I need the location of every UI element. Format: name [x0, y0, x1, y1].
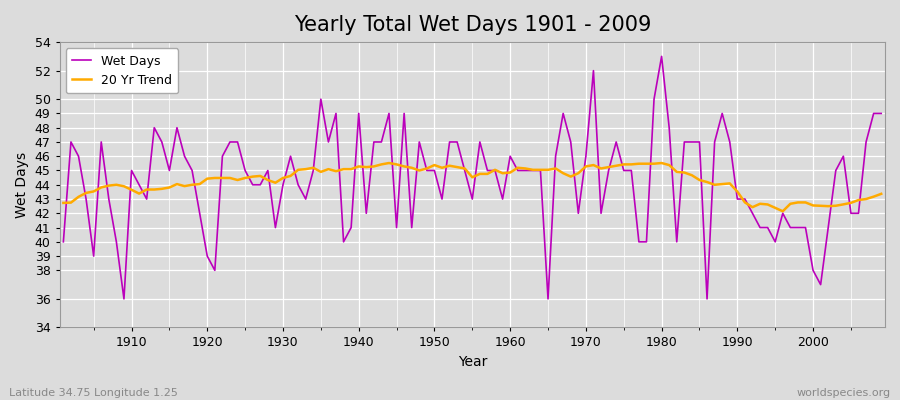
- Wet Days: [656, 54, 667, 59]
- 20 Yr Trend: [119, 184, 130, 189]
- Wet Days: [126, 168, 137, 173]
- Wet Days: [338, 240, 349, 244]
- 20 Yr Trend: [58, 200, 68, 205]
- Wet Days: [292, 182, 303, 187]
- 20 Yr Trend: [512, 165, 523, 170]
- Wet Days: [505, 154, 516, 159]
- Wet Days: [58, 240, 68, 244]
- 20 Yr Trend: [505, 170, 516, 175]
- 20 Yr Trend: [330, 169, 341, 174]
- 20 Yr Trend: [285, 174, 296, 178]
- Wet Days: [119, 296, 130, 301]
- 20 Yr Trend: [383, 161, 394, 166]
- Line: 20 Yr Trend: 20 Yr Trend: [63, 163, 881, 211]
- Text: worldspecies.org: worldspecies.org: [796, 388, 891, 398]
- Line: Wet Days: Wet Days: [63, 56, 881, 299]
- 20 Yr Trend: [876, 192, 886, 196]
- X-axis label: Year: Year: [457, 355, 487, 369]
- Wet Days: [876, 111, 886, 116]
- 20 Yr Trend: [603, 165, 614, 170]
- Text: Latitude 34.75 Longitude 1.25: Latitude 34.75 Longitude 1.25: [9, 388, 178, 398]
- Title: Yearly Total Wet Days 1901 - 2009: Yearly Total Wet Days 1901 - 2009: [293, 15, 651, 35]
- Wet Days: [512, 168, 523, 173]
- Wet Days: [603, 168, 614, 173]
- Y-axis label: Wet Days: Wet Days: [15, 152, 29, 218]
- 20 Yr Trend: [778, 209, 788, 214]
- Legend: Wet Days, 20 Yr Trend: Wet Days, 20 Yr Trend: [66, 48, 178, 93]
